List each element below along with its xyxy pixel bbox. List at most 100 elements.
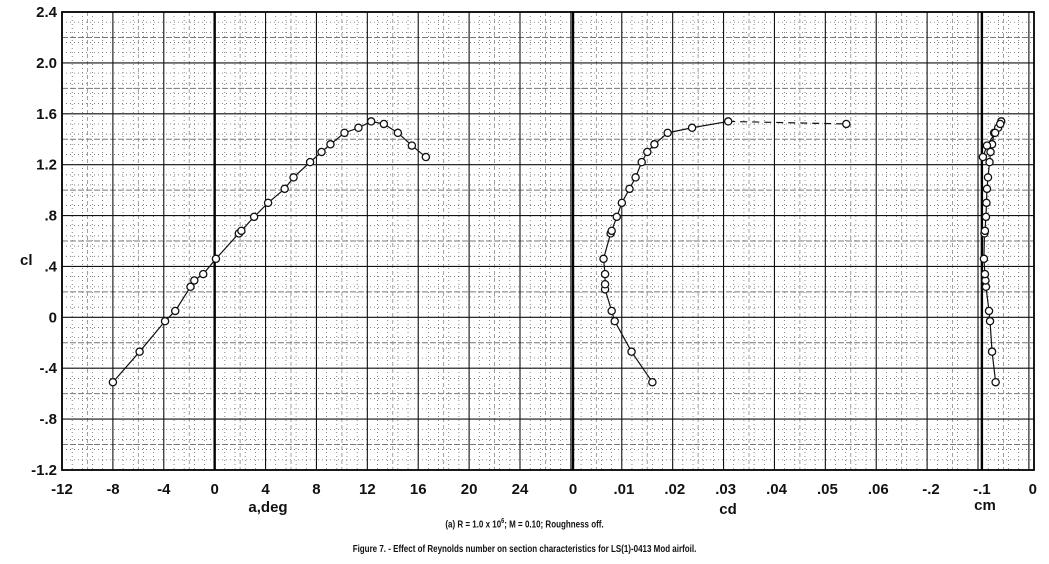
data-point-cd (643, 147, 652, 157)
data-point-cm (982, 184, 992, 194)
data-point-cd (612, 212, 622, 222)
data-point-cd (599, 254, 608, 264)
x-tick-label-alpha: 20 (461, 481, 478, 498)
data-point-alpha (160, 316, 170, 326)
y-tick-label: 1.2 (36, 157, 57, 174)
data-point-alpha (340, 128, 349, 138)
data-point-cm (980, 226, 990, 236)
subtitle-exponent: 6 (501, 518, 505, 525)
data-point-cd (607, 226, 616, 236)
data-point-cm (980, 269, 990, 279)
subtitle-text: (a) R = 1.0 x 10 (445, 519, 502, 531)
chart-title: Figure 7. - Effect of Reynolds number on… (352, 544, 697, 555)
data-point-cd (625, 184, 634, 194)
x-axis-label-cd: cd (719, 501, 737, 518)
x-tick-label-cm: 0 (1029, 481, 1037, 498)
data-point-alpha (186, 282, 195, 292)
data-point-alpha (190, 276, 199, 285)
data-point-cd (663, 128, 672, 138)
y-tick-label: 2.4 (36, 4, 58, 21)
data-point-alpha (280, 184, 289, 194)
data-point-cm (979, 254, 989, 264)
data-point-alpha (326, 140, 335, 149)
data-point-alpha (317, 147, 326, 157)
plot-frame (61, 11, 1035, 471)
x-axis-label-alpha: a,deg (248, 499, 287, 516)
data-point-alpha (354, 123, 363, 133)
data-point-cd (631, 173, 640, 182)
x-tick-label-cd: .06 (868, 481, 889, 498)
data-point-cd (637, 157, 646, 167)
data-point-alpha (135, 347, 144, 356)
x-tick-label-alpha: 8 (312, 481, 320, 498)
data-point-alpha (170, 306, 180, 316)
y-tick-label: 0 (49, 309, 57, 326)
y-tick-label: -.4 (39, 360, 57, 377)
data-point-cd (650, 140, 659, 149)
data-point-alpha (393, 128, 403, 138)
x-tick-label-alpha: 24 (512, 481, 529, 498)
data-point-alpha (108, 377, 118, 387)
y-axis-label: cl (20, 252, 33, 269)
subtitle-text-rest: ; M = 0.10; Roughness off. (504, 519, 604, 531)
x-tick-label-cd: 0 (569, 481, 577, 498)
data-point-alpha (407, 141, 417, 150)
y-tick-label: 1.6 (36, 106, 57, 123)
data-point-cd (607, 306, 616, 316)
y-tick-label: -.8 (39, 411, 57, 428)
y-tick-label: -1.2 (31, 462, 57, 479)
x-tick-label-cd: .01 (613, 481, 634, 498)
y-tick-label: 2.0 (36, 55, 57, 72)
data-point-alpha (198, 269, 208, 279)
data-point-cm (981, 212, 991, 222)
x-tick-label-alpha: -4 (157, 481, 171, 498)
data-point-cm (982, 141, 992, 150)
data-point-cd (600, 280, 610, 289)
data-point-alpha (237, 226, 246, 236)
data-point-alpha (379, 119, 389, 129)
data-points (108, 117, 1006, 387)
data-point-cm (991, 377, 1000, 387)
data-point-cm (984, 306, 994, 316)
x-tick-label-alpha: 12 (359, 481, 376, 498)
data-point-cd (627, 347, 636, 356)
x-axis-label-cm: cm (974, 497, 996, 514)
data-point-alpha (305, 157, 315, 167)
data-point-alpha (263, 198, 273, 208)
tick-labels: 2.4 2.0 1.6 1.2 .8 .4 0 -.4 -.8 -1.2 -12 -8 -4 0 4 8 12 1… (31, 4, 1037, 498)
data-point-cm (995, 119, 1005, 129)
x-tick-label-cd: .02 (664, 481, 685, 498)
x-tick-label-alpha: 16 (410, 481, 427, 498)
data-point-alpha (289, 173, 298, 182)
data-point-cd (617, 198, 627, 208)
x-tick-label-cd: .04 (766, 481, 788, 498)
data-point-cd (648, 377, 657, 387)
x-tick-label-alpha: -8 (106, 481, 119, 498)
data-point-cm (982, 198, 991, 208)
data-point-alpha (211, 254, 221, 264)
x-tick-label-cd: .03 (715, 481, 736, 498)
x-tick-label-alpha: 0 (210, 481, 218, 498)
data-point-cm (985, 157, 994, 167)
x-tick-label-alpha: 4 (261, 481, 270, 498)
x-tick-label-cm: -.2 (922, 481, 940, 498)
data-point-cd (723, 117, 733, 126)
data-point-alpha (366, 117, 376, 126)
x-tick-label-alpha: -12 (51, 481, 73, 498)
chart-subtitle: (a) R = 1.0 x 106; M = 0.10; Roughness o… (105, 518, 944, 530)
data-point-cd (842, 119, 851, 129)
data-point-alpha (249, 212, 259, 222)
data-point-alpha (421, 152, 431, 162)
data-point-cd (610, 316, 619, 326)
grid (61, 11, 1035, 471)
data-point-cm (990, 128, 1000, 138)
data-point-cm (983, 173, 993, 182)
curve-dashed-cd (728, 120, 847, 125)
data-point-cm (978, 152, 988, 162)
data-point-cm (987, 347, 997, 356)
data-point-cm (986, 147, 995, 157)
data-point-cd (687, 123, 697, 133)
y-tick-label: .8 (44, 208, 57, 225)
data-point-cd (600, 269, 610, 279)
